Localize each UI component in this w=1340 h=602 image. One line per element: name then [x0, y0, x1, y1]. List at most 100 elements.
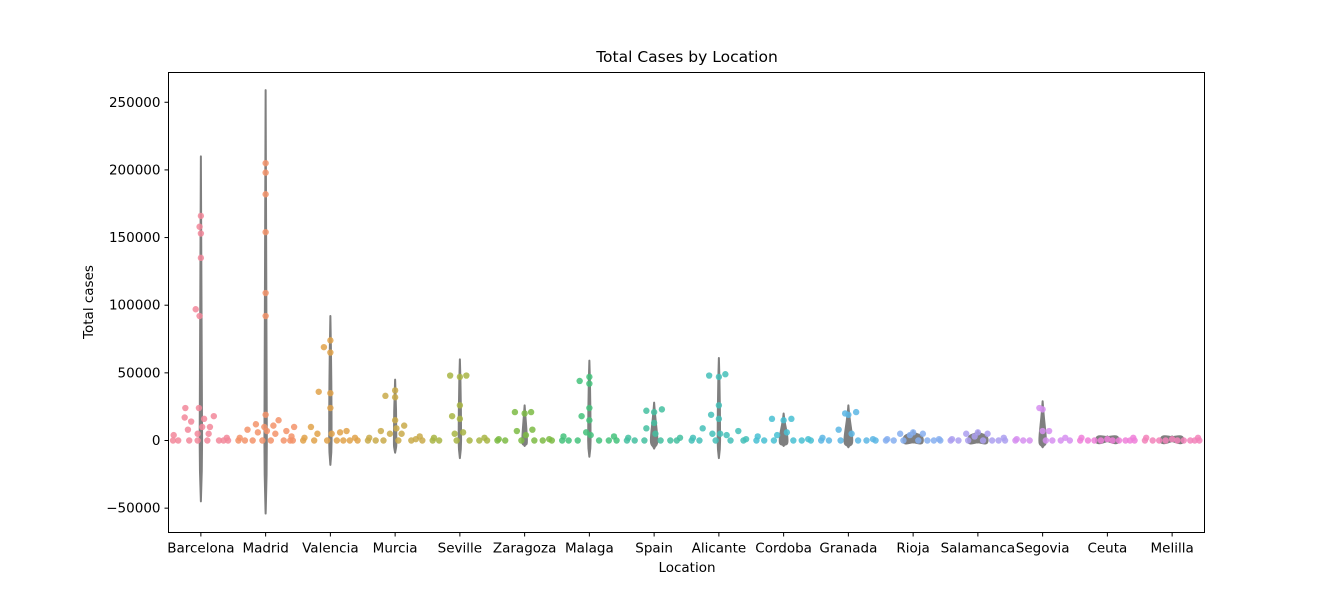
data-point	[333, 437, 341, 444]
x-tick-label: Seville	[438, 541, 482, 557]
data-point	[236, 434, 243, 441]
y-tick-label: 250000	[109, 95, 161, 111]
data-point	[340, 437, 347, 444]
data-point	[539, 437, 546, 444]
data-point	[595, 437, 603, 444]
data-point	[979, 437, 987, 444]
data-point	[391, 417, 399, 424]
data-point	[1168, 435, 1176, 443]
data-point	[196, 312, 203, 320]
data-point	[754, 433, 761, 440]
data-point	[1104, 435, 1111, 443]
data-point	[643, 425, 650, 432]
data-point	[631, 437, 638, 444]
data-point	[783, 429, 791, 436]
data-point	[456, 402, 464, 409]
data-point	[798, 437, 805, 444]
data-point	[716, 430, 724, 437]
data-point	[650, 419, 658, 427]
data-point	[1049, 437, 1056, 444]
y-tick-label: 200000	[109, 162, 161, 178]
data-point	[382, 392, 389, 400]
data-point	[1143, 434, 1150, 441]
data-point	[768, 415, 776, 423]
data-point	[272, 430, 279, 437]
data-point	[974, 429, 982, 436]
data-point	[252, 421, 260, 428]
x-tick-label: Ceuta	[1087, 541, 1127, 557]
data-point	[262, 228, 269, 236]
data-point	[937, 437, 944, 444]
data-point	[377, 427, 385, 435]
data-point	[206, 423, 214, 431]
data-point	[825, 437, 833, 444]
x-axis-label: Location	[658, 560, 715, 576]
data-point	[1091, 437, 1098, 444]
data-point	[483, 437, 491, 444]
y-axis-label: Total cases	[81, 265, 97, 340]
data-point	[1026, 437, 1033, 444]
data-point	[527, 408, 535, 416]
data-point	[845, 411, 852, 418]
data-point	[586, 373, 593, 381]
data-point	[548, 437, 556, 444]
data-point	[456, 373, 464, 381]
data-point	[1187, 437, 1194, 444]
data-point	[1084, 437, 1092, 444]
x-tick-label: Barcelona	[167, 541, 234, 557]
data-point	[657, 437, 664, 444]
data-point	[586, 404, 593, 412]
data-point	[181, 414, 188, 421]
plot-frame	[168, 72, 1205, 533]
data-point	[354, 437, 361, 444]
data-point	[712, 437, 719, 444]
data-point	[393, 425, 400, 432]
data-point	[391, 387, 399, 394]
x-tick-label: Rioja	[896, 541, 929, 557]
data-point	[667, 437, 674, 444]
data-point	[197, 254, 205, 262]
data-point	[476, 437, 483, 444]
data-point	[995, 437, 1002, 444]
data-point	[502, 437, 509, 444]
data-point	[531, 437, 538, 444]
data-point	[790, 437, 797, 444]
data-point	[327, 349, 334, 356]
y-tick-label: 0	[152, 433, 161, 449]
data-point	[1045, 427, 1053, 435]
data-point	[955, 437, 962, 444]
data-point	[244, 426, 251, 433]
data-point	[521, 410, 528, 417]
data-point	[456, 415, 464, 423]
data-point	[948, 435, 956, 443]
data-point	[915, 437, 922, 444]
data-point	[963, 430, 970, 437]
data-point	[643, 407, 650, 414]
data-point	[930, 437, 938, 444]
data-point	[1020, 437, 1027, 444]
data-point	[884, 435, 891, 443]
data-point	[529, 426, 536, 433]
data-point	[400, 422, 408, 429]
data-point	[1115, 437, 1123, 444]
data-point	[586, 417, 593, 424]
data-point	[241, 437, 249, 444]
data-point	[511, 408, 519, 416]
data-point	[169, 437, 177, 444]
data-point	[578, 412, 585, 420]
data-point	[1162, 437, 1169, 444]
data-point	[463, 372, 470, 379]
data-point	[576, 377, 583, 385]
data-point	[658, 406, 666, 413]
data-point	[715, 415, 723, 423]
data-point	[1155, 437, 1163, 444]
data-point	[175, 437, 182, 444]
data-point	[924, 437, 931, 444]
data-point	[280, 437, 287, 444]
data-point	[215, 437, 223, 444]
data-point	[200, 415, 208, 423]
x-tick-label: Madrid	[242, 541, 288, 557]
data-point	[198, 423, 206, 431]
y-tick-label: 100000	[109, 298, 161, 314]
data-point	[267, 437, 275, 444]
